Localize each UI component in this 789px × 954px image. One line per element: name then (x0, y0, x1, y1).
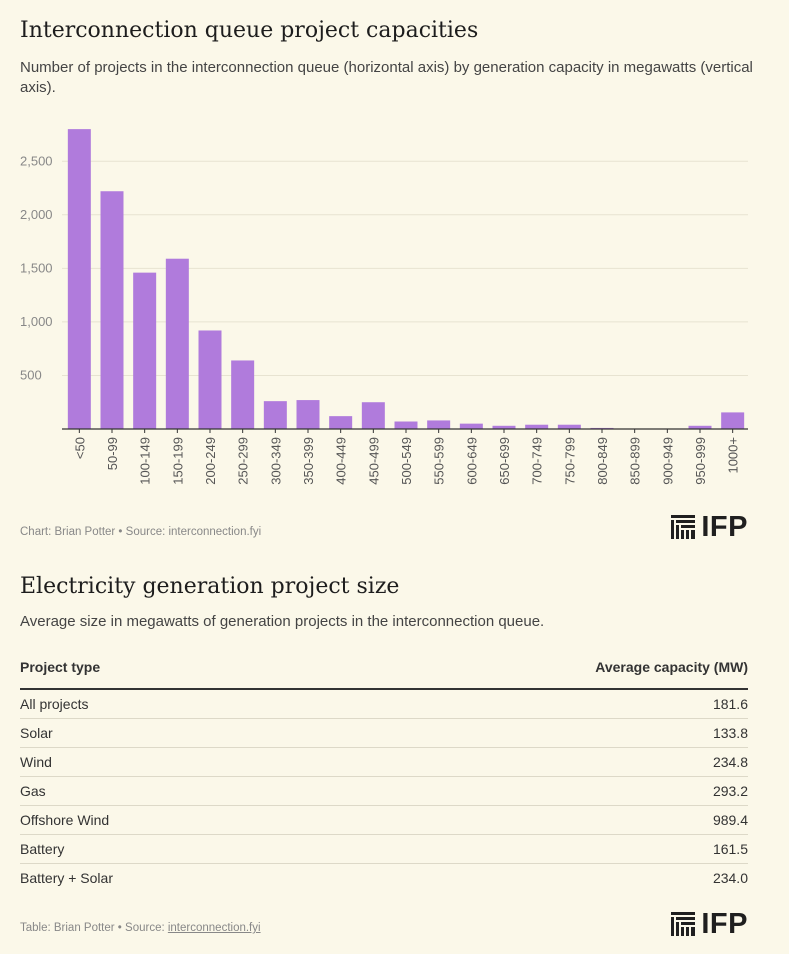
logo-text: IFP (701, 510, 748, 543)
x-tick-label: 350-399 (301, 437, 316, 485)
table-row: Battery + Solar 234.0 (20, 864, 748, 893)
bar (557, 424, 581, 429)
project-type-cell: Solar (20, 718, 296, 748)
project-type-cell: Offshore Wind (20, 805, 296, 835)
table-row: Solar 133.8 (20, 718, 748, 748)
chart-title: Interconnection queue project capacities (20, 18, 479, 43)
project-type-cell: Battery (20, 834, 296, 864)
table-row: Wind 234.8 (20, 747, 748, 777)
project-type-cell: Battery + Solar (20, 870, 113, 886)
capacity-cell: 989.4 (295, 805, 748, 835)
x-tick-label: 50-99 (105, 437, 120, 470)
x-tick-label: 950-999 (693, 437, 708, 485)
table-row: All projects 181.6 (20, 689, 748, 719)
x-tick-label: 850-899 (628, 437, 643, 485)
table-header-row: Project type Average capacity (MW) (20, 655, 748, 690)
bar (263, 401, 287, 429)
x-tick-label: 700-749 (530, 437, 545, 485)
capacity-cell: 181.6 (295, 689, 748, 719)
x-tick-label: 250-299 (236, 437, 251, 485)
ifp-logo: IFP (671, 511, 748, 543)
x-tick-label: 400-449 (334, 437, 349, 485)
capacity-cell: 234.0 (712, 870, 748, 886)
ifp-logo-icon (671, 912, 696, 936)
ifp-logo-icon (671, 515, 696, 539)
project-type-cell: All projects (20, 689, 296, 719)
x-tick-label: 150-199 (170, 437, 185, 485)
x-tick-label: 450-499 (366, 437, 381, 485)
table-subtitle: Average size in megawatts of generation … (20, 613, 545, 630)
x-tick-label: 200-249 (203, 437, 218, 485)
x-tick-label: 900-949 (660, 437, 675, 485)
ifp-logo-bottom: IFP (671, 908, 748, 940)
y-tick-label: 2,500 (20, 153, 53, 168)
bar (525, 424, 549, 429)
source-link[interactable]: interconnection.fyi (167, 922, 261, 934)
chart-subtitle: Number of projects in the interconnectio… (20, 59, 753, 96)
capacity-table: Project type Average capacity (MW) All p… (20, 655, 748, 892)
x-tick-label: 100-149 (138, 437, 153, 485)
y-tick-label: 1,000 (20, 314, 53, 329)
x-tick-label: <50 (72, 437, 87, 459)
capacity-cell: 234.8 (295, 747, 748, 777)
table-credit-prefix: Table: Brian Potter • Source: (20, 922, 168, 934)
bar (688, 425, 712, 429)
x-tick-label: 650-699 (497, 437, 512, 485)
x-tick-label: 550-599 (432, 437, 447, 485)
y-tick-label: 500 (20, 367, 42, 382)
capacity-cell: 293.2 (295, 776, 748, 806)
table-row: Offshore Wind 989.4 (20, 805, 748, 835)
bar (492, 425, 516, 429)
chart-credit: Chart: Brian Potter • Source: interconne… (20, 526, 262, 538)
x-tick-label: 600-649 (464, 437, 479, 485)
bar (231, 360, 255, 429)
x-tick-label: 800-849 (595, 437, 610, 485)
bar (133, 272, 157, 429)
x-tick-label: 750-799 (562, 437, 577, 485)
y-tick-label: 2,000 (20, 207, 53, 222)
capacity-cell: 133.8 (295, 718, 748, 748)
logo-text: IFP (701, 907, 748, 940)
bar (721, 412, 745, 429)
x-tick-label: 300-349 (268, 437, 283, 485)
bar (361, 402, 385, 429)
bar (329, 416, 353, 429)
project-type-cell: Wind (20, 747, 296, 777)
table-row: Battery 161.5 (20, 834, 748, 864)
bar (459, 423, 483, 429)
table-row: Gas 293.2 (20, 776, 748, 806)
col-header-average-capacity: Average capacity (MW) (295, 655, 748, 690)
table-credit: Table: Brian Potter • Source: interconne… (20, 922, 261, 934)
y-tick-label: 1,500 (20, 260, 53, 275)
bar (67, 129, 91, 429)
bar (427, 420, 451, 429)
project-type-cell: Gas (20, 776, 296, 806)
bar (394, 421, 418, 429)
col-header-project-type: Project type (20, 655, 296, 690)
x-tick-label: 1000+ (726, 437, 741, 474)
x-tick-label: 500-549 (399, 437, 414, 485)
bar (100, 191, 124, 429)
bar-chart: 500 1,000 1,500 2,000 2,500 <50 50-99 100-149 15… (20, 129, 748, 485)
bar (165, 258, 189, 429)
table-title: Electricity generation project size (20, 574, 400, 599)
bar (198, 330, 222, 429)
capacity-cell: 161.5 (295, 834, 748, 864)
bar (296, 400, 320, 429)
